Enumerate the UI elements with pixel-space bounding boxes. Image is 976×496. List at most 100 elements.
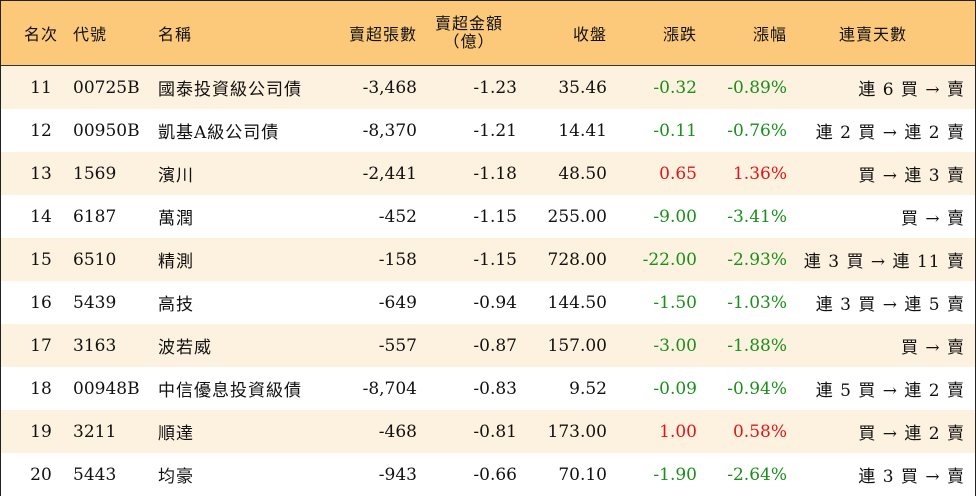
cell-change-pct: -0.76%: [727, 120, 787, 141]
cell-code: 1569: [73, 163, 117, 184]
cell-sell-days: 連 5 買 → 連 2 賣: [815, 381, 965, 401]
header-rank: 名次: [23, 25, 58, 44]
cell-net-sell-qty: -649: [378, 292, 417, 313]
table-row[interactable]: 16 5439 高技 -649 -0.94 144.50 -1.50 -1.03% 連 3 買 …: [1, 281, 975, 324]
cell-name: 濱川: [158, 166, 194, 186]
header-amount-unit: （億）: [443, 32, 495, 51]
table-row[interactable]: 13 1569 濱川 -2,441 -1.18 48.50 0.65 1.36% 買 → 連 3…: [1, 152, 975, 195]
table-row[interactable]: 11 00725B 國泰投資級公司債 -3,468 -1.23 35.46 -0.32 -0.…: [1, 66, 975, 109]
cell-net-sell-amount: -1.21: [473, 120, 517, 141]
cell-sell-days: 連 2 買 → 連 2 賣: [815, 123, 965, 143]
cell-sell-days: 連 3 買 → 賣: [858, 467, 965, 487]
cell-rank: 20: [30, 464, 52, 485]
cell-rank: 16: [30, 292, 52, 313]
cell-close: 35.46: [558, 77, 607, 98]
cell-rank: 15: [30, 249, 52, 270]
table-row[interactable]: 18 00948B 中信優息投資級債 -8,704 -0.83 9.52 -0.09 -0.9…: [1, 367, 975, 410]
header-sell-days: 連賣天數: [838, 25, 907, 44]
cell-change-pct: -0.89%: [727, 77, 787, 98]
cell-name: 萬潤: [158, 209, 194, 229]
cell-close: 48.50: [558, 163, 607, 184]
cell-rank: 13: [30, 163, 52, 184]
cell-code: 3163: [73, 335, 117, 356]
cell-close: 157.00: [547, 335, 607, 356]
cell-net-sell-amount: -0.83: [473, 378, 517, 399]
cell-net-sell-amount: -1.18: [473, 163, 517, 184]
cell-name: 順達: [158, 424, 194, 444]
cell-change: -0.32: [653, 77, 697, 98]
cell-net-sell-amount: -0.66: [473, 464, 517, 485]
cell-net-sell-qty: -8,704: [362, 378, 417, 399]
header-change: 漲跌: [662, 25, 697, 44]
cell-change: 1.00: [659, 421, 697, 442]
cell-change: -3.00: [653, 335, 697, 356]
cell-net-sell-qty: -158: [378, 249, 417, 270]
cell-rank: 18: [30, 378, 52, 399]
cell-name: 高技: [158, 295, 194, 315]
table-row[interactable]: 15 6510 精測 -158 -1.15 728.00 -22.00 -2.93% 連 3 買…: [1, 238, 975, 281]
cell-change: -1.50: [653, 292, 697, 313]
cell-sell-days: 買 → 連 3 賣: [858, 166, 965, 186]
cell-change-pct: -2.64%: [727, 464, 787, 485]
cell-sell-days: 買 → 賣: [900, 338, 965, 358]
cell-net-sell-amount: -0.94: [473, 292, 517, 313]
cell-net-sell-qty: -557: [378, 335, 417, 356]
cell-change-pct: -0.94%: [727, 378, 787, 399]
cell-rank: 12: [30, 120, 52, 141]
cell-code: 00948B: [73, 378, 140, 399]
cell-close: 14.41: [558, 120, 607, 141]
cell-name: 國泰投資級公司債: [158, 80, 302, 100]
cell-net-sell-qty: -8,370: [362, 120, 417, 141]
cell-change: -22.00: [642, 249, 697, 270]
cell-net-sell-qty: -452: [378, 206, 417, 227]
table-row[interactable]: 12 00950B 凱基A級公司債 -8,370 -1.21 14.41 -0.11 -0.7…: [1, 109, 975, 152]
cell-change-pct: 0.58%: [732, 421, 787, 442]
cell-net-sell-qty: -3,468: [362, 77, 417, 98]
cell-code: 00950B: [73, 120, 140, 141]
cell-change-pct: 1.36%: [732, 163, 787, 184]
cell-change: -0.11: [653, 120, 697, 141]
cell-rank: 17: [30, 335, 52, 356]
cell-code: 00725B: [73, 77, 140, 98]
cell-sell-days: 買 → 賣: [900, 209, 965, 229]
table-row[interactable]: 19 3211 順達 -468 -0.81 173.00 1.00 0.58% 買 → 連 2 …: [1, 410, 975, 453]
header-net-sell-qty: 賣超張數: [348, 25, 417, 44]
cell-rank: 14: [30, 206, 52, 227]
table-row[interactable]: 14 6187 萬潤 -452 -1.15 255.00 -9.00 -3.41% 買 → 賣: [1, 195, 975, 238]
cell-name: 均豪: [158, 467, 194, 487]
cell-code: 3211: [73, 421, 117, 442]
cell-name: 精測: [158, 252, 194, 272]
cell-net-sell-amount: -1.23: [473, 77, 517, 98]
cell-sell-days: 連 3 買 → 連 5 賣: [815, 295, 965, 315]
cell-change-pct: -3.41%: [727, 206, 787, 227]
cell-net-sell-amount: -0.81: [473, 421, 517, 442]
cell-change-pct: -2.93%: [727, 249, 787, 270]
table-header: 名次 代號 名稱 賣超張數 賣超金額 （億） 收盤 漲跌 漲幅 連賣天數: [1, 1, 975, 66]
table-row[interactable]: 20 5443 均豪 -943 -0.66 70.10 -1.90 -2.64% 連 3 買 →…: [1, 453, 975, 496]
cell-close: 173.00: [547, 421, 607, 442]
cell-change: -1.90: [653, 464, 697, 485]
cell-change: -0.09: [653, 378, 697, 399]
cell-change: 0.65: [659, 163, 697, 184]
cell-code: 6187: [73, 206, 117, 227]
cell-sell-days: 買 → 連 2 賣: [858, 424, 965, 444]
cell-net-sell-amount: -1.15: [473, 249, 517, 270]
header-net-sell-amount: 賣超金額 （億）: [421, 1, 517, 65]
cell-close: 144.50: [547, 292, 607, 313]
cell-sell-days: 連 3 買 → 連 11 賣: [803, 252, 965, 272]
header-close: 收盤: [572, 25, 607, 44]
cell-code: 6510: [73, 249, 117, 270]
header-amount-label: 賣超金額: [434, 14, 503, 33]
cell-change-pct: -1.88%: [727, 335, 787, 356]
cell-code: 5443: [73, 464, 117, 485]
cell-change-pct: -1.03%: [727, 292, 787, 313]
cell-rank: 11: [30, 77, 52, 98]
cell-name: 凱基A級公司債: [158, 123, 280, 143]
header-code: 代號: [73, 25, 108, 44]
cell-close: 255.00: [547, 206, 607, 227]
cell-net-sell-amount: -1.15: [473, 206, 517, 227]
table-row[interactable]: 17 3163 波若威 -557 -0.87 157.00 -3.00 -1.88% 買 → 賣: [1, 324, 975, 367]
cell-name: 波若威: [158, 338, 212, 358]
cell-net-sell-amount: -0.87: [473, 335, 517, 356]
